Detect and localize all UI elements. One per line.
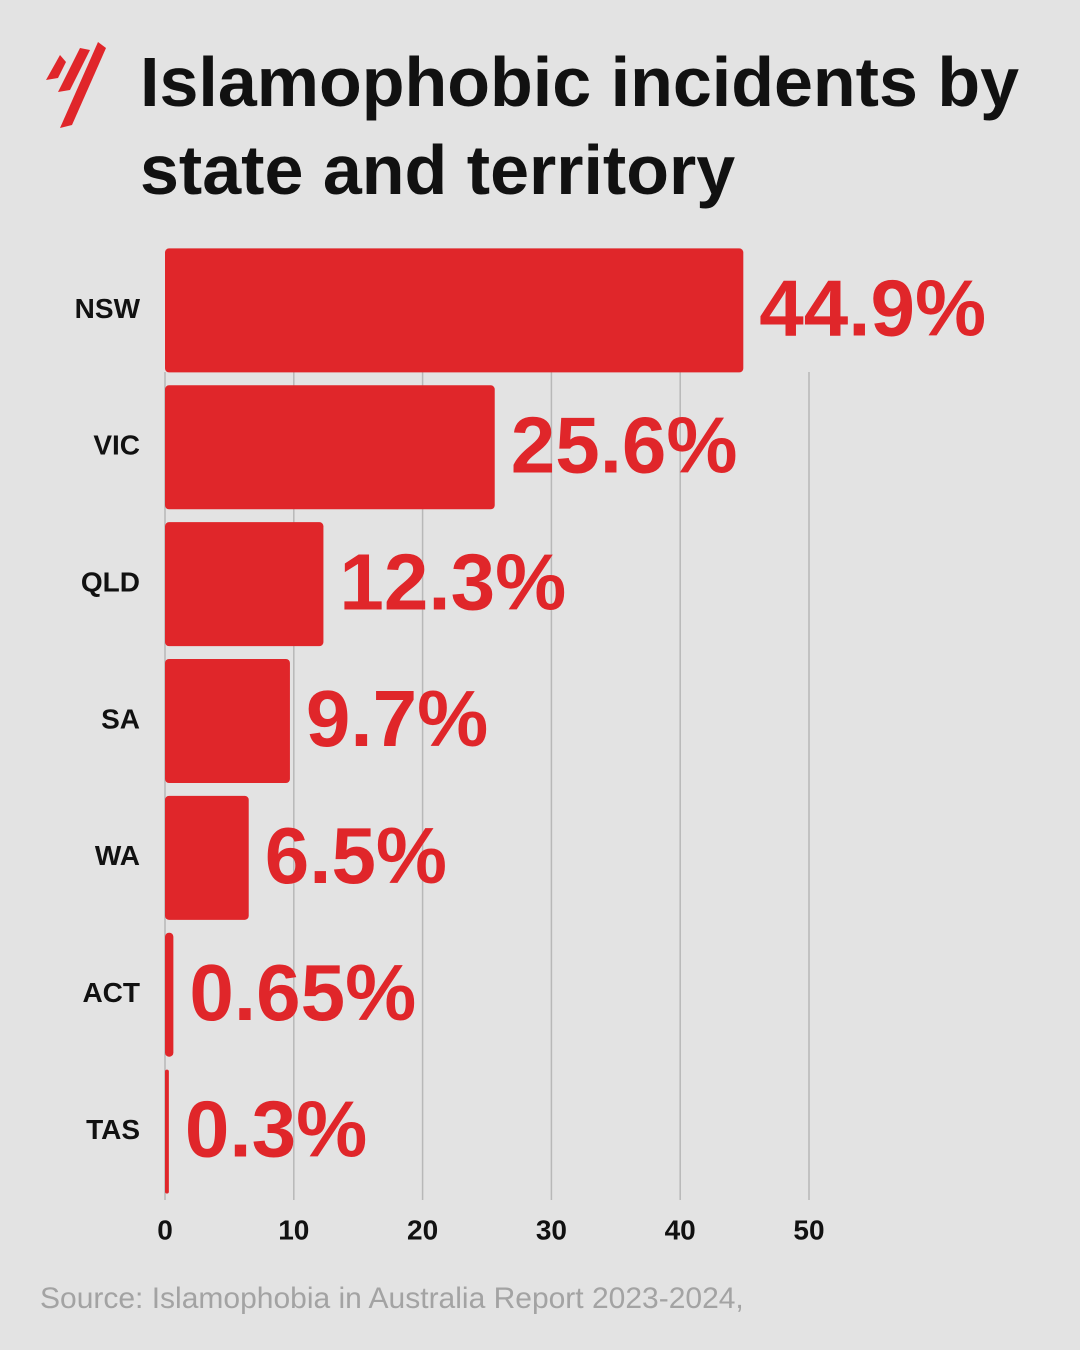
y-tick-label: TAS	[86, 1114, 140, 1145]
x-tick-label: 40	[665, 1214, 696, 1245]
value-label: 0.3%	[185, 1085, 367, 1174]
value-label: 9.7%	[306, 674, 488, 763]
y-tick-label: SA	[101, 703, 140, 734]
bar	[165, 659, 290, 783]
logo	[46, 42, 106, 128]
x-tick-label: 30	[536, 1214, 567, 1245]
bar	[165, 932, 174, 1057]
value-label: 0.65%	[189, 948, 416, 1037]
bar	[165, 1069, 169, 1194]
value-label: 44.9%	[759, 264, 986, 353]
bar	[165, 795, 249, 920]
y-tick-label: ACT	[82, 977, 140, 1008]
y-tick-label: QLD	[81, 567, 140, 598]
y-tick-label: WA	[95, 840, 140, 871]
source-note: Source: Islamophobia in Australia Report…	[40, 1282, 744, 1315]
x-tick-label: 10	[278, 1214, 309, 1245]
chart-title: Islamophobic incidents by state and terr…	[140, 43, 1020, 209]
bar	[165, 385, 495, 510]
value-label: 25.6%	[511, 400, 738, 489]
x-tick-label: 20	[407, 1214, 438, 1245]
bar	[165, 522, 324, 647]
y-tick-label: VIC	[93, 430, 140, 461]
x-tick-label: 50	[793, 1214, 824, 1245]
y-tick-label: NSW	[75, 293, 141, 324]
value-label: 6.5%	[265, 811, 447, 900]
value-label: 12.3%	[339, 537, 566, 626]
x-tick-label: 0	[157, 1214, 173, 1245]
bar	[165, 248, 744, 373]
